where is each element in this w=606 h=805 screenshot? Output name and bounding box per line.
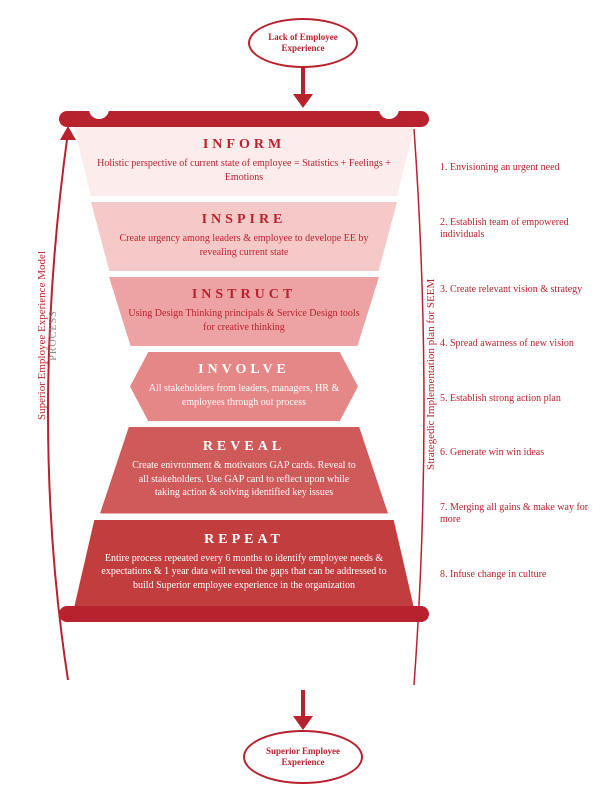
stage-title: INSTRUCT	[125, 287, 363, 303]
stage-title: INFORM	[90, 137, 398, 153]
stage-title: INSPIRE	[107, 212, 381, 228]
left-axis-subtitle: PROCESS	[48, 251, 59, 420]
step-item: 6. Generate win win ideas	[440, 447, 600, 460]
left-axis-title: Superior Employee Experience Model	[36, 251, 48, 420]
stage-inspire: INSPIRE Create urgency among leaders & e…	[91, 202, 397, 271]
diagram-root: Lack of Employee Experience Superior Emp…	[0, 0, 606, 805]
arrow-head-bottom	[293, 716, 313, 730]
step-item: 3. Create relevant vision & strategy	[440, 284, 600, 297]
funnel-cap-top	[59, 111, 429, 127]
right-axis-label: Strategedic Implementation plan for SEEM	[425, 279, 437, 470]
stage-desc: All stakeholders from leaders, managers,…	[146, 382, 342, 409]
step-item: 1. Envisioning an urgent need	[440, 162, 600, 175]
step-item: 8. Infuse change in culture	[440, 569, 600, 582]
stage-involve: INVOLVE All stakeholders from leaders, m…	[130, 352, 358, 421]
stage-desc: Holistic perspective of current state of…	[90, 157, 398, 184]
stage-desc: Create urgency among leaders & employee …	[107, 232, 381, 259]
stage-instruct: INSTRUCT Using Design Thinking principal…	[109, 277, 379, 346]
stage-desc: Create enivronment & motivators GAP card…	[128, 459, 360, 500]
stage-title: REPEAT	[94, 532, 394, 548]
left-axis-label: Superior Employee Experience Model PROCE…	[36, 251, 59, 420]
stage-desc: Entire process repeated every 6 months t…	[94, 552, 394, 593]
arrow-line-bottom	[301, 690, 305, 718]
step-item: 2. Establish team of empowered individua…	[440, 217, 600, 242]
bottom-label: Superior Employee Experience	[245, 746, 361, 768]
funnel: INFORM Holistic perspective of current s…	[74, 111, 414, 622]
stage-repeat: REPEAT Entire process repeated every 6 m…	[74, 520, 414, 609]
step-item: 5. Establish strong action plan	[440, 393, 600, 406]
cap-notch	[379, 103, 399, 119]
stage-title: REVEAL	[128, 439, 360, 455]
funnel-cap-bottom	[59, 606, 429, 622]
cap-notch	[89, 103, 109, 119]
stage-inform: INFORM Holistic perspective of current s…	[74, 127, 414, 196]
top-ellipse: Lack of Employee Experience	[248, 18, 358, 68]
step-item: 7. Merging all gains & make way for more	[440, 502, 600, 527]
stage-title: INVOLVE	[146, 362, 342, 378]
arrow-line-top	[301, 68, 305, 96]
steps-list: 1. Envisioning an urgent need 2. Establi…	[440, 162, 600, 623]
stage-reveal: REVEAL Create enivronment & motivators G…	[100, 427, 388, 514]
stage-desc: Using Design Thinking principals & Servi…	[125, 307, 363, 334]
top-label: Lack of Employee Experience	[250, 32, 356, 54]
step-item: 4. Spread awarness of new vision	[440, 338, 600, 351]
bottom-ellipse: Superior Employee Experience	[243, 730, 363, 784]
arrow-head-top	[293, 94, 313, 108]
